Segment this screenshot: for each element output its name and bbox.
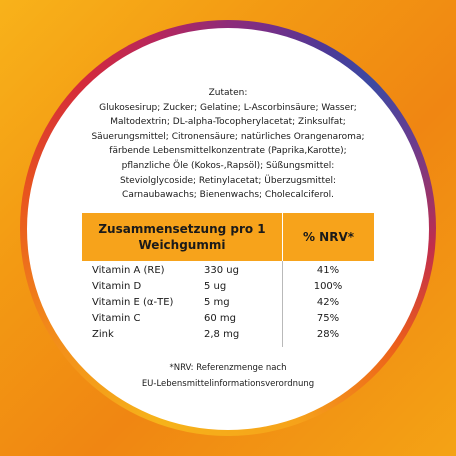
ingredients-line: Glukosesirup; Zucker; Gelatine; L-Ascorb… — [99, 102, 357, 113]
column-divider — [282, 261, 283, 347]
footnote-line: *NRV: Referenzmenge nach — [169, 363, 287, 373]
nutrient-name: Vitamin D — [92, 281, 142, 292]
table-row: Vitamin D 5 ug 100% — [82, 281, 374, 296]
nutrient-amount: 5 mg — [204, 297, 230, 308]
composition-header-line: Zusammensetzung pro 1 — [98, 222, 266, 236]
nutrient-amount: 60 mg — [204, 313, 236, 324]
ingredients-text: Zutaten: Glukosesirup; Zucker; Gelatine;… — [70, 86, 386, 203]
nutrient-amount: 330 ug — [204, 265, 239, 276]
nutrient-nrv: 28% — [316, 329, 340, 340]
nutrient-nrv: 75% — [316, 313, 340, 324]
table-row: Zink 2,8 mg 28% — [82, 329, 374, 344]
ingredients-line: Carnaubawachs; Bienenwachs; Cholecalcife… — [122, 190, 334, 201]
nutrient-name: Vitamin C — [92, 313, 141, 324]
composition-header-line: Weichgummi — [138, 238, 226, 252]
nutrient-name: Vitamin E (α-TE) — [92, 297, 174, 308]
nutrition-table-body: Vitamin A (RE) 330 ug 41% Vitamin D 5 ug… — [82, 261, 374, 347]
ingredients-line: pflanzliche Öle (Kokos-,Rapsöl); Süßungs… — [121, 160, 335, 171]
nutrient-amount: 5 ug — [204, 281, 227, 292]
ingredients-title: Zutaten: — [208, 88, 248, 98]
table-row: Vitamin A (RE) 330 ug 41% — [82, 265, 374, 280]
ingredients-line: Steviolglycoside; Retinylacetat; Überzug… — [119, 175, 337, 186]
nutrient-name: Zink — [92, 329, 114, 340]
nutrient-nrv: 100% — [313, 281, 343, 292]
nutrient-nrv: 42% — [316, 297, 340, 308]
nrv-header: % NRV* — [302, 230, 355, 244]
nutrition-table-header: Zusammensetzung pro 1 Weichgummi % NRV* — [82, 213, 374, 261]
ingredients-line: färbende Lebensmittelkonzentrate (Paprik… — [109, 146, 347, 157]
nrv-footnote: *NRV: Referenzmenge nach EU-Lebensmittel… — [100, 360, 356, 392]
composition-header: Zusammensetzung pro 1 Weichgummi — [82, 213, 283, 261]
nutrient-nrv: 41% — [316, 265, 340, 276]
table-row: Vitamin E (α-TE) 5 mg 42% — [82, 297, 374, 312]
footnote-line: EU-Lebensmittelinformationsverordnung — [141, 379, 315, 389]
ingredients-line: Maltodextrin; DL-alpha-Tocopherylacetat;… — [110, 117, 346, 128]
table-row: Vitamin C 60 mg 75% — [82, 313, 374, 328]
nutrient-name: Vitamin A (RE) — [92, 265, 165, 276]
ingredients-line: Säuerungsmittel; Citronensäure; natürlic… — [91, 131, 365, 142]
nutrient-amount: 2,8 mg — [204, 329, 240, 340]
